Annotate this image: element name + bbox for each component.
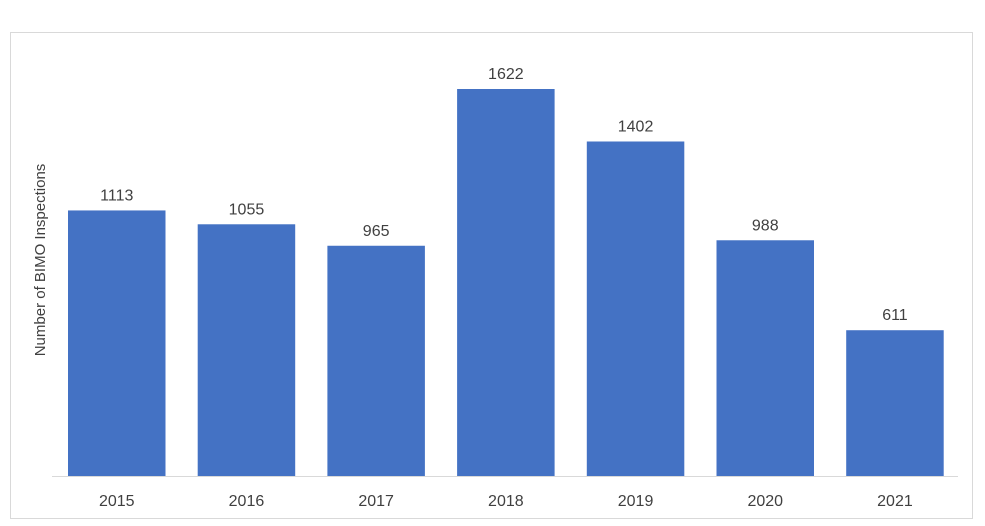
bar-2015 (68, 210, 166, 476)
data-label-2018: 1622 (488, 66, 524, 83)
x-tick-label-2016: 2016 (229, 493, 265, 510)
bar-2018 (457, 89, 555, 476)
bar-2019 (586, 141, 685, 476)
x-tick-label-2015: 2015 (99, 493, 135, 510)
x-tick-label-2018: 2018 (488, 493, 524, 510)
bar-2017 (327, 245, 425, 476)
data-label-2020: 988 (752, 217, 779, 234)
bar-2020 (716, 240, 814, 476)
chart-frame (10, 32, 973, 519)
x-tick-label-2021: 2021 (877, 493, 913, 510)
bar-2016 (197, 224, 296, 476)
x-tick-label-2019: 2019 (618, 493, 654, 510)
data-label-2015: 1113 (100, 187, 133, 204)
data-label-2021: 611 (882, 307, 908, 324)
x-tick-label-2020: 2020 (747, 493, 783, 510)
bar-2021 (846, 330, 944, 476)
data-label-2017: 965 (363, 223, 390, 240)
y-axis-label: Number of BIMO Inspections (32, 164, 49, 357)
data-label-2016: 1055 (229, 201, 265, 218)
data-label-2019: 1402 (618, 118, 654, 135)
x-tick-label-2017: 2017 (358, 493, 394, 510)
